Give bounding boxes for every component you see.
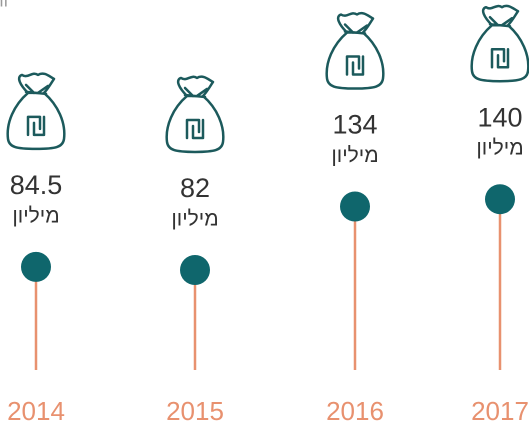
bag-tie: [183, 86, 209, 99]
shekel-sign: [185, 118, 205, 140]
bag-top: [481, 4, 520, 27]
dot: [485, 184, 515, 215]
bag-top: [176, 75, 215, 98]
caption: ות שים #33: [0, 0, 8, 10]
money-bag-icon: [470, 4, 529, 83]
dot: [21, 251, 51, 282]
year-label: 2016: [326, 396, 384, 426]
year-label: 2014: [7, 396, 65, 426]
year-label: 2017: [471, 396, 529, 426]
shekel-sign: [490, 47, 510, 69]
dot: [340, 191, 370, 222]
unit-label: מיליון: [476, 137, 523, 160]
shekel-sign: [26, 115, 46, 137]
bag-tie: [488, 15, 514, 28]
bag-top: [336, 11, 375, 34]
unit-label: מיליון: [331, 144, 378, 167]
money-bag-icon: [6, 72, 66, 151]
value-label: 134: [332, 110, 377, 140]
money-bag-icon: [325, 11, 385, 90]
dot: [180, 254, 210, 285]
unit-label: מיליון: [12, 204, 59, 227]
value-label: 82: [180, 173, 210, 203]
money-bag-icon: [165, 75, 225, 154]
bag-tie: [343, 23, 369, 35]
bag-top: [17, 72, 56, 95]
shekel-sign: [345, 55, 365, 76]
value-label: 140: [477, 102, 522, 132]
year-label: 2015: [166, 396, 224, 426]
unit-label: מיליון: [171, 208, 218, 231]
value-label: 84.5: [10, 170, 63, 200]
bag-tie: [24, 83, 50, 96]
